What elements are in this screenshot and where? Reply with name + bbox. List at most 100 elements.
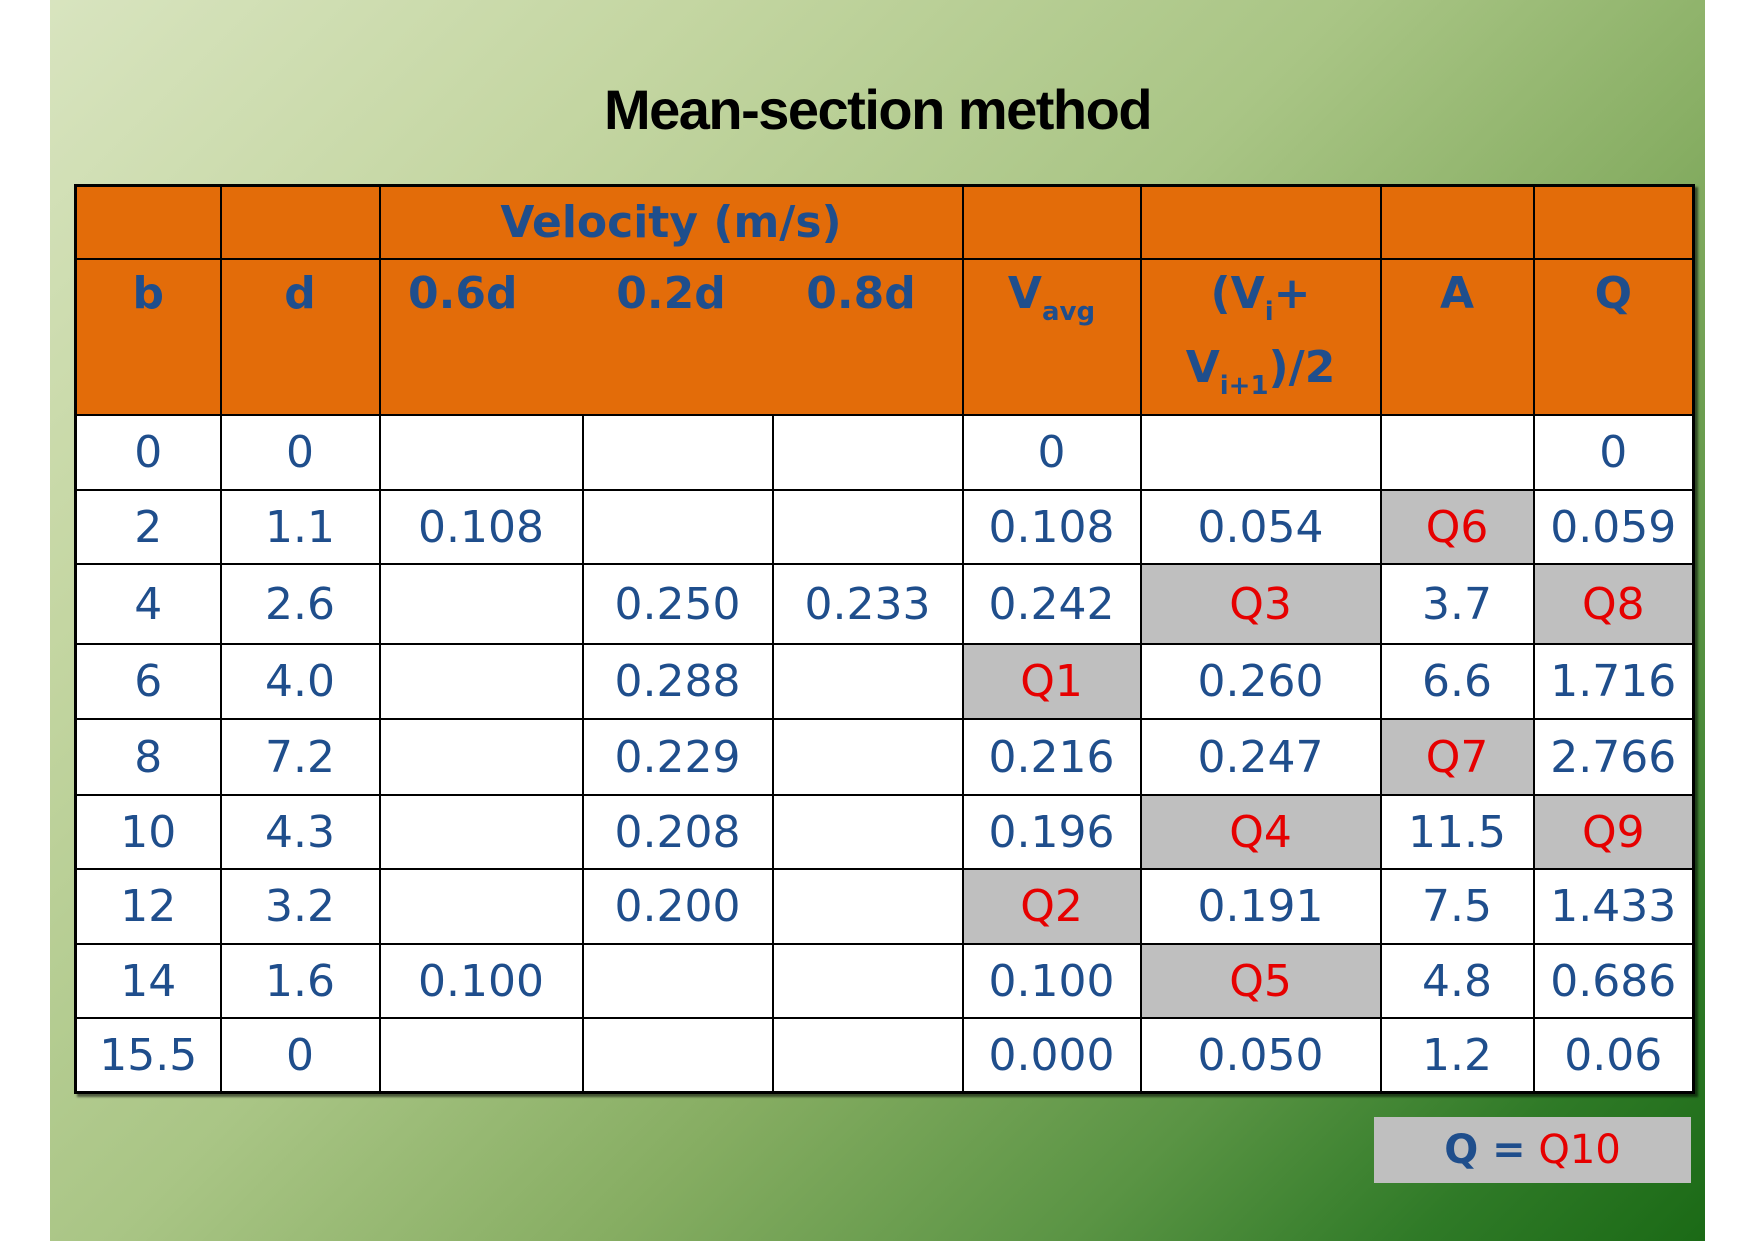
cell-b: 4 (74, 563, 222, 645)
cell-vavg: 0.108 (961, 489, 1142, 565)
header-d: d (219, 258, 381, 416)
header-velocity-depths: 0.6d 0.2d 0.8d (378, 258, 964, 416)
cell-q: 1.433 (1532, 868, 1695, 945)
cell-d: 2.6 (219, 563, 381, 645)
header-empty-d (219, 184, 381, 260)
cell-b: 15.5 (74, 1017, 222, 1094)
cell-v02: 0.200 (581, 868, 774, 945)
cell-vavg: 0.000 (961, 1017, 1142, 1094)
cell-vmean: Q3 (1139, 563, 1382, 645)
cell-q: 2.766 (1532, 718, 1695, 796)
slide-title: Mean-section method (603, 78, 1153, 141)
cell-b: 14 (74, 943, 222, 1019)
cell-v06 (378, 1017, 584, 1094)
cell-a: 3.7 (1379, 563, 1535, 645)
cell-vavg: 0.100 (961, 943, 1142, 1019)
total-discharge-label: Q = (1444, 1127, 1526, 1173)
cell-v06 (378, 794, 584, 870)
cell-vmean: 0.191 (1139, 868, 1382, 945)
cell-v02 (581, 489, 774, 565)
cell-v02: 0.208 (581, 794, 774, 870)
cell-v08 (771, 414, 964, 491)
cell-v02: 0.288 (581, 643, 774, 720)
cell-a: 4.8 (1379, 943, 1535, 1019)
cell-a: Q6 (1379, 489, 1535, 565)
cell-q: 0.06 (1532, 1017, 1695, 1094)
cell-b: 0 (74, 414, 222, 491)
cell-a: Q7 (1379, 718, 1535, 796)
cell-v08: 0.233 (771, 563, 964, 645)
mean-section-table: Velocity (m/s) b d 0.6d 0.2d 0.8d Vavg (Vi… (74, 184, 1696, 1094)
header-row-columns: b d 0.6d 0.2d 0.8d Vavg (Vi+ Vi+1)/2 A Q (74, 258, 1695, 416)
cell-v08 (771, 643, 964, 720)
cell-vmean: 0.260 (1139, 643, 1382, 720)
header-a: A (1379, 258, 1535, 416)
header-empty-vavg (961, 184, 1142, 260)
cell-d: 1.6 (219, 943, 381, 1019)
cell-q: 0 (1532, 414, 1695, 491)
cell-v06 (378, 868, 584, 945)
header-vavg: Vavg (961, 258, 1142, 416)
cell-vavg: 0.242 (961, 563, 1142, 645)
cell-v06 (378, 718, 584, 796)
cell-a: 11.5 (1379, 794, 1535, 870)
cell-v08 (771, 794, 964, 870)
cell-d: 4.0 (219, 643, 381, 720)
cell-v02 (581, 414, 774, 491)
cell-v06: 0.100 (378, 943, 584, 1019)
header-row-group: Velocity (m/s) (74, 184, 1695, 260)
cell-q: Q9 (1532, 794, 1695, 870)
header-q: Q (1532, 258, 1695, 416)
header-0-8d: 0.8d (806, 268, 916, 319)
header-0-6d: 0.6d (408, 268, 518, 319)
header-b: b (74, 258, 222, 416)
cell-d: 0 (219, 414, 381, 491)
cell-v06: 0.108 (378, 489, 584, 565)
header-vmean: (Vi+ Vi+1)/2 (1139, 258, 1382, 416)
cell-vmean: 0.054 (1139, 489, 1382, 565)
cell-vavg: Q2 (961, 868, 1142, 945)
header-empty-a (1379, 184, 1535, 260)
cell-a: 6.6 (1379, 643, 1535, 720)
cell-b: 8 (74, 718, 222, 796)
cell-a: 1.2 (1379, 1017, 1535, 1094)
cell-d: 4.3 (219, 794, 381, 870)
cell-b: 12 (74, 868, 222, 945)
cell-d: 3.2 (219, 868, 381, 945)
table-row: 12 3.2 0.200 Q2 0.191 7.5 1.433 (74, 868, 1695, 945)
cell-a: 7.5 (1379, 868, 1535, 945)
cell-v06 (378, 643, 584, 720)
total-discharge-value: Q10 (1538, 1127, 1621, 1173)
header-0-2d: 0.2d (616, 268, 726, 319)
cell-vavg: 0.216 (961, 718, 1142, 796)
cell-d: 0 (219, 1017, 381, 1094)
cell-v08 (771, 1017, 964, 1094)
cell-v08 (771, 489, 964, 565)
cell-b: 10 (74, 794, 222, 870)
table-row: 14 1.6 0.100 0.100 Q5 4.8 0.686 (74, 943, 1695, 1019)
cell-vmean: Q5 (1139, 943, 1382, 1019)
table-row: 4 2.6 0.250 0.233 0.242 Q3 3.7 Q8 (74, 563, 1695, 645)
cell-v08 (771, 868, 964, 945)
header-empty-q (1532, 184, 1695, 260)
header-empty-b (74, 184, 222, 260)
cell-b: 6 (74, 643, 222, 720)
cell-v02 (581, 1017, 774, 1094)
cell-v02: 0.229 (581, 718, 774, 796)
cell-vmean: 0.247 (1139, 718, 1382, 796)
total-discharge-box: Q = Q10 (1374, 1117, 1691, 1183)
cell-vmean (1139, 414, 1382, 491)
table-row: 10 4.3 0.208 0.196 Q4 11.5 Q9 (74, 794, 1695, 870)
table-row: 6 4.0 0.288 Q1 0.260 6.6 1.716 (74, 643, 1695, 720)
table-body: 0 0 0 0 2 1.1 0.108 0.108 0.054 Q6 0.059 4 2.6 0.250 0… (74, 414, 1695, 1094)
header-velocity-group: Velocity (m/s) (378, 184, 964, 260)
cell-q: Q8 (1532, 563, 1695, 645)
cell-v08 (771, 718, 964, 796)
cell-vavg: Q1 (961, 643, 1142, 720)
cell-b: 2 (74, 489, 222, 565)
cell-q: 0.686 (1532, 943, 1695, 1019)
cell-vmean: 0.050 (1139, 1017, 1382, 1094)
cell-q: 0.059 (1532, 489, 1695, 565)
cell-vavg: 0 (961, 414, 1142, 491)
